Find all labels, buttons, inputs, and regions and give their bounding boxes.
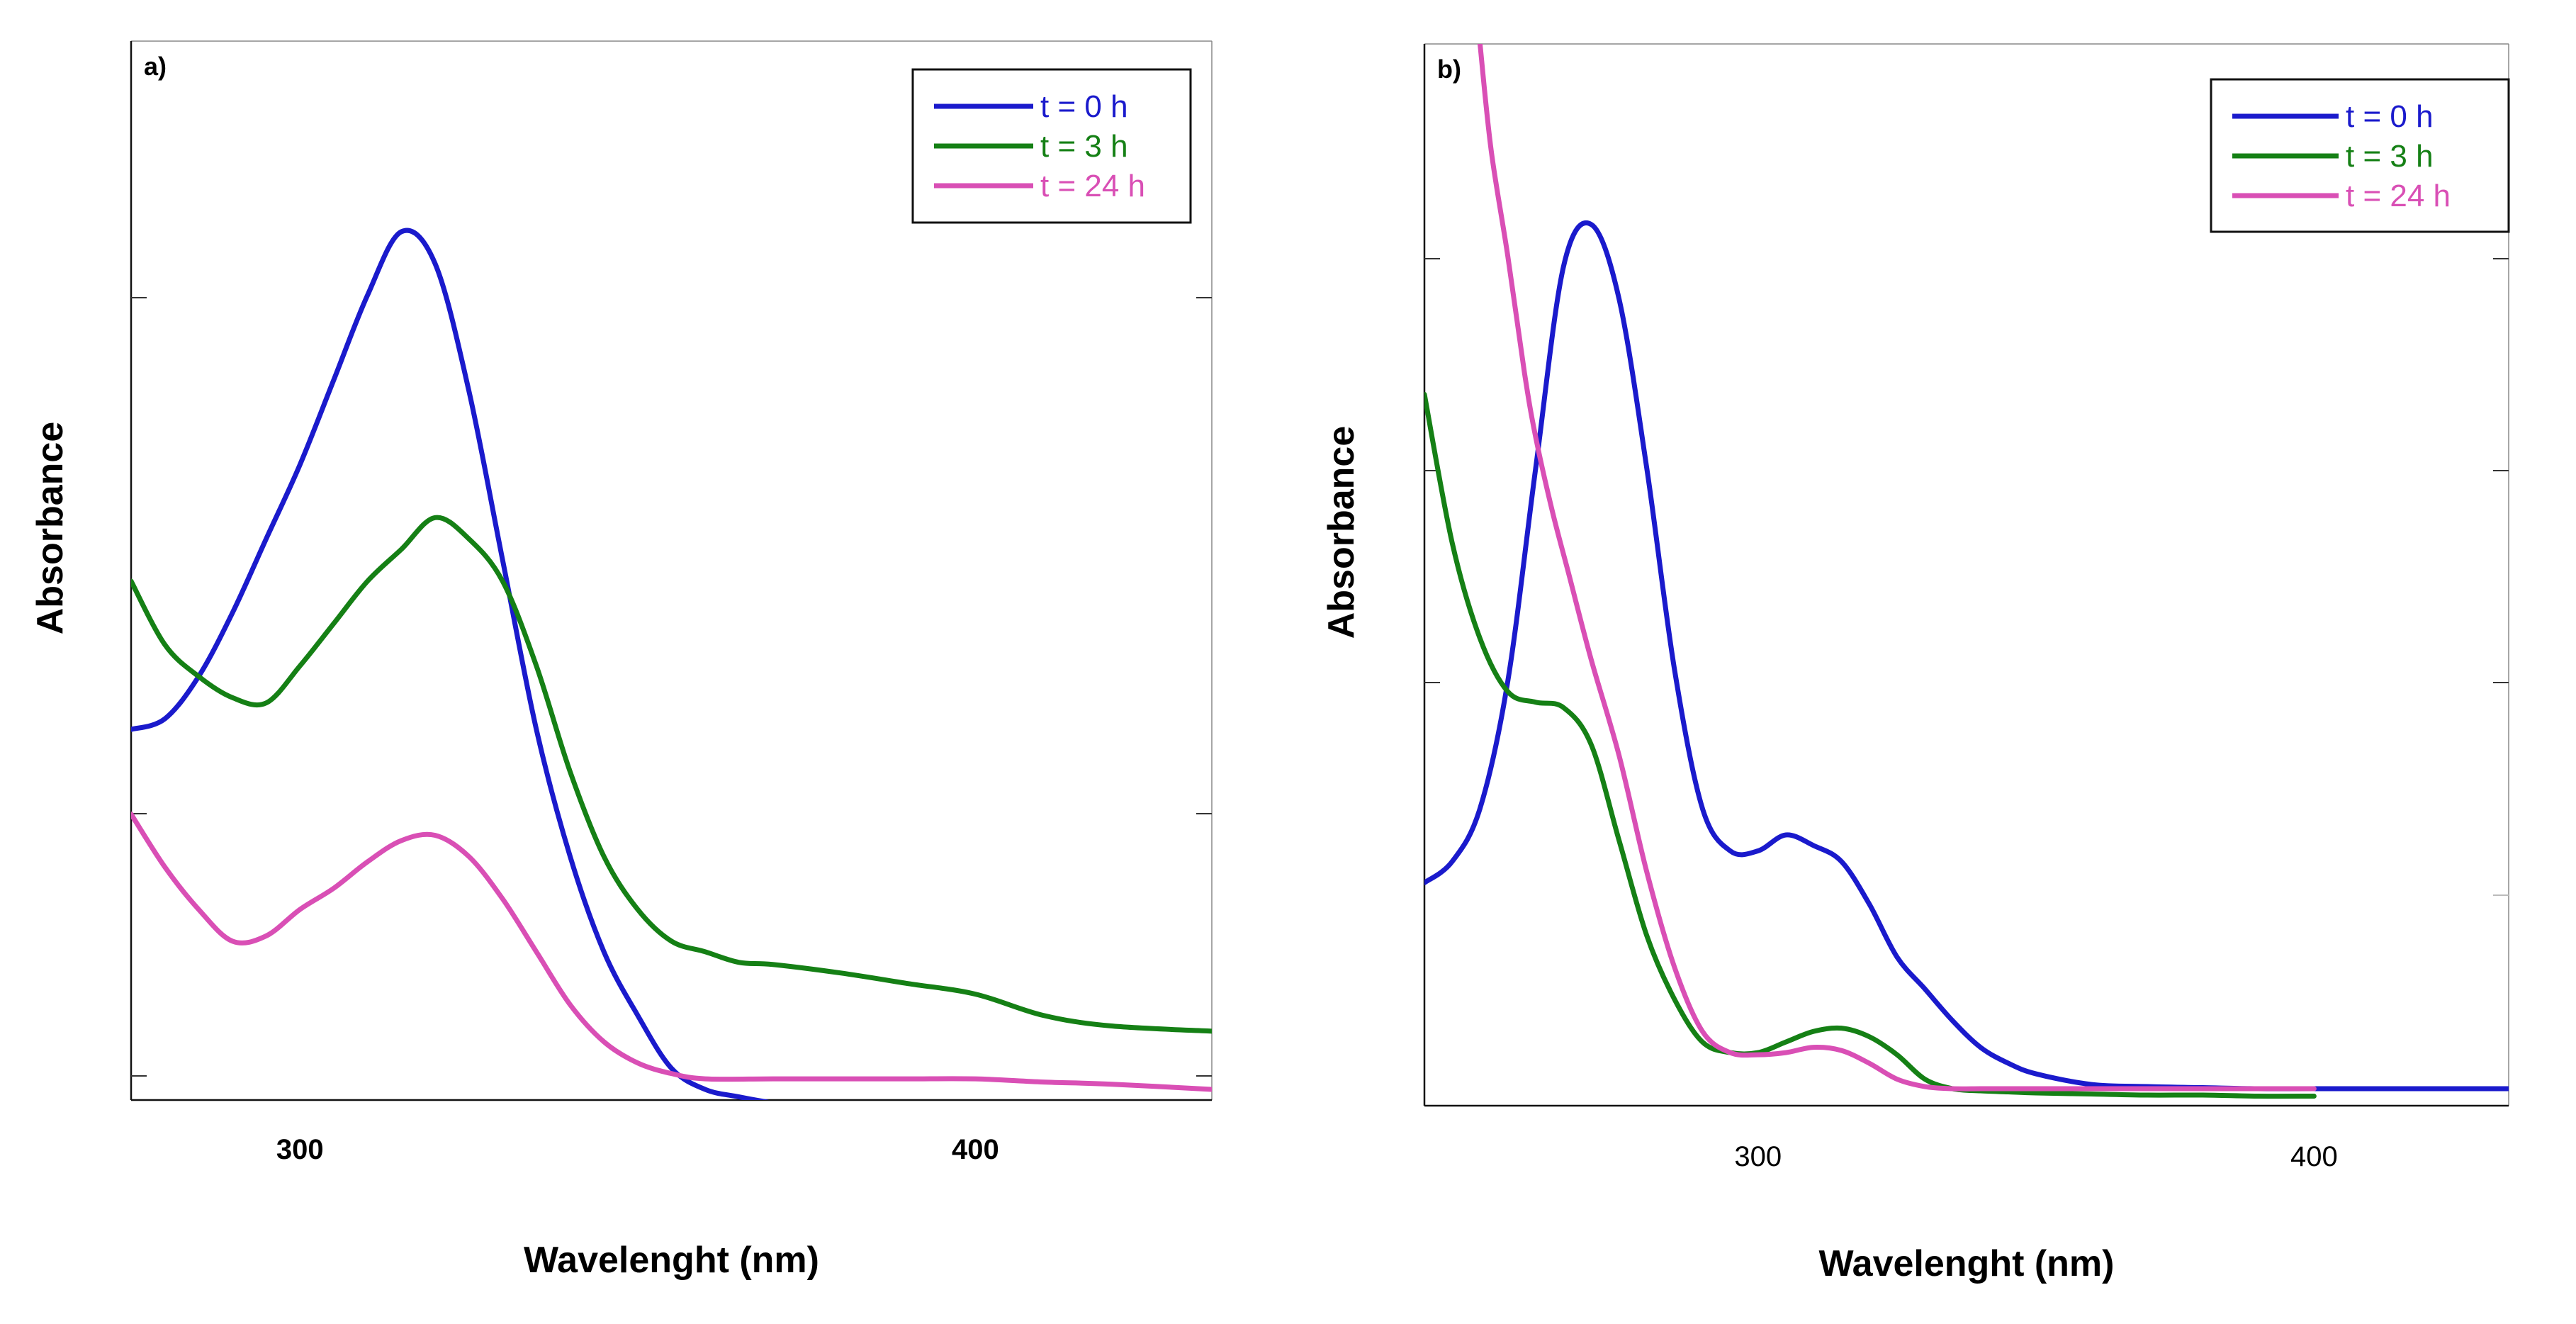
series-line-t-0-h <box>131 228 770 1100</box>
legend-label: t = 0 h <box>2346 99 2434 134</box>
x-axis-title: Wavelenght (nm) <box>1819 1243 2115 1284</box>
legend-label: t = 3 h <box>2346 139 2434 174</box>
x-tick-label: 400 <box>2290 1141 2338 1172</box>
series-group <box>1424 44 2509 1099</box>
y-axis-title: Absorbance <box>1321 426 1362 639</box>
legend-label: t = 3 h <box>1040 129 1128 164</box>
legend: t = 0 h t = 3 h t = 24 h <box>2210 78 2510 233</box>
x-tick-label: 300 <box>1734 1141 1782 1172</box>
chart-panel-b: 300 400 Wavelenght (nm) Absorbance b) t = 0 h… <box>1321 43 2510 1284</box>
x-axis-title: Wavelenght (nm) <box>524 1240 819 1281</box>
series-line-t-24-h <box>131 812 1212 1092</box>
series-group <box>131 228 1212 1100</box>
series-line-t-0-h <box>1424 220 2509 1092</box>
panel-label: a) <box>144 52 167 81</box>
y-axis-title: Absorbance <box>30 422 71 635</box>
series-line-t-3-h <box>131 515 1212 1034</box>
series-line-t-3-h <box>1424 391 2317 1099</box>
x-tick-label: 400 <box>952 1134 999 1165</box>
legend-label: t = 24 h <box>2346 179 2451 213</box>
panel-label: b) <box>1437 55 1461 84</box>
legend-label: t = 0 h <box>1040 89 1128 124</box>
legend-label: t = 24 h <box>1040 169 1145 203</box>
legend: t = 0 h t = 3 h t = 24 h <box>911 68 1192 224</box>
series-line-t-24-h <box>1477 44 2317 1092</box>
chart-panel-a: 300 400 Wavelenght (nm) Absorbance a) t = 0 h… <box>30 40 1213 1281</box>
x-tick-label: 300 <box>276 1134 324 1165</box>
